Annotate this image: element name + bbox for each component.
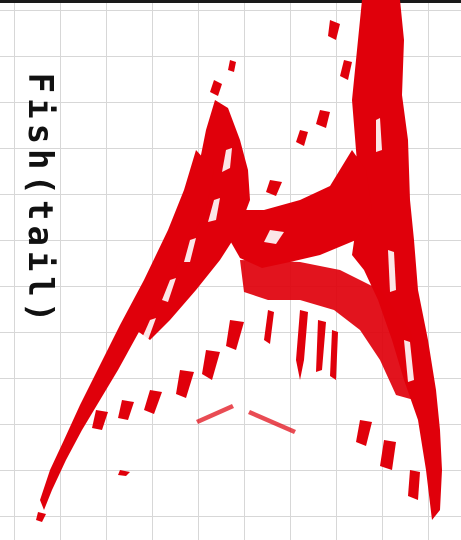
splatter-shape <box>36 0 442 522</box>
page-title: Fish(tail) <box>20 72 60 328</box>
top-border <box>0 0 461 3</box>
splatter-highlights <box>142 118 414 382</box>
